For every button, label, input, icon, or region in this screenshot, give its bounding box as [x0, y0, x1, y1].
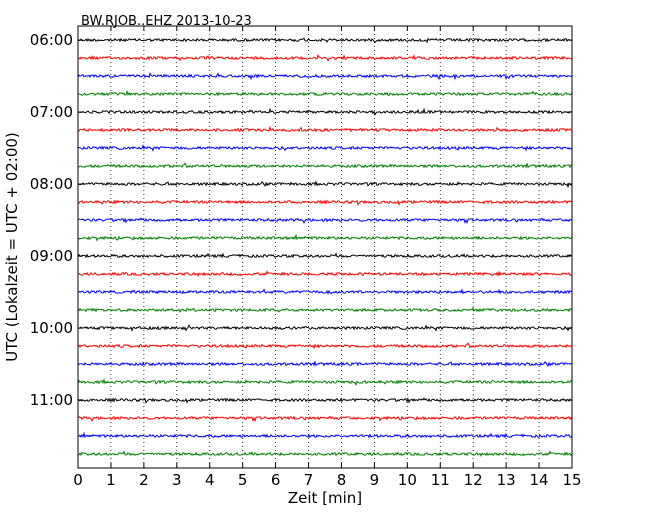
- x-tick-label: 0: [73, 471, 83, 489]
- plot-frame: [77, 25, 573, 469]
- x-tick-label: 1: [106, 471, 116, 489]
- x-tick-label: 7: [304, 471, 314, 489]
- seismogram-traces: [77, 37, 573, 458]
- x-tick-label: 14: [530, 471, 549, 489]
- x-tick-label: 5: [238, 471, 248, 489]
- x-tick-label: 10: [398, 471, 417, 489]
- trace-line: [77, 217, 573, 225]
- trace-line: [77, 270, 573, 278]
- trace-line: [77, 180, 573, 189]
- x-tick-label: 6: [271, 471, 281, 489]
- y-axis-label: UTC (Lokalzeit = UTC + 02:00): [3, 132, 21, 362]
- trace-line: [77, 125, 573, 133]
- trace-line: [77, 89, 573, 97]
- x-tick-label: 8: [337, 471, 347, 489]
- trace-line: [77, 162, 573, 169]
- x-tick-label: 4: [205, 471, 215, 489]
- y-tick-label: 11:00: [30, 391, 73, 409]
- trace-line: [77, 72, 573, 81]
- trace-line: [77, 431, 573, 439]
- y-tick-label: 07:00: [30, 103, 73, 121]
- y-tick-label: 06:00: [30, 31, 73, 49]
- trace-line: [77, 361, 573, 368]
- x-tick-label: 2: [139, 471, 149, 489]
- x-tick-label: 9: [370, 471, 380, 489]
- trace-line: [77, 415, 573, 423]
- y-tick-label: 10:00: [30, 319, 73, 337]
- trace-line: [77, 306, 573, 313]
- trace-line: [77, 199, 573, 206]
- x-tick-label: 11: [431, 471, 450, 489]
- x-tick-label: 15: [562, 471, 581, 489]
- y-axis-ticks: 06:00 07:00 08:00 09:00 10:00 11:00: [30, 31, 572, 409]
- chart-title: BW.RJOB..EHZ 2013-10-23: [81, 14, 252, 29]
- x-tick-label: 3: [172, 471, 182, 489]
- y-tick-label: 08:00: [30, 175, 73, 193]
- trace-line: [77, 107, 573, 116]
- x-tick-label: 13: [497, 471, 516, 489]
- trace-line: [77, 37, 573, 44]
- trace-line: [77, 450, 573, 458]
- x-tick-label: 12: [464, 471, 483, 489]
- y-tick-label: 09:00: [30, 247, 73, 265]
- trace-line: [77, 342, 573, 350]
- trace-line: [77, 378, 573, 387]
- trace-line: [77, 323, 573, 332]
- x-axis-label: Zeit [min]: [288, 489, 362, 507]
- trace-line: [77, 288, 573, 296]
- grid-lines: [110, 26, 540, 468]
- trace-line: [77, 233, 573, 242]
- trace-line: [77, 397, 573, 404]
- x-axis-ticks: 0 1 2 3 4 5 6 7 8 9 10 11 12 13 14 15: [73, 26, 582, 489]
- trace-line: [77, 252, 573, 259]
- trace-line: [77, 144, 573, 152]
- trace-line: [77, 53, 573, 62]
